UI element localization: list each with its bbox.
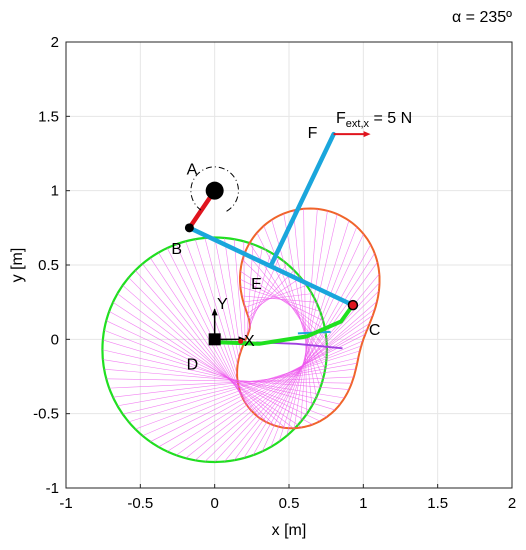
envelope-line: [102, 339, 336, 411]
point-label-d: D: [187, 356, 199, 373]
envelope-line: [102, 359, 345, 399]
tick-labels: -1 -0.5 0 0.5 1 1.5 2 -1 -0.5 0 0.5 1 1.5 2: [33, 34, 516, 512]
envelope-line: [233, 239, 244, 346]
frame-y-label: Y: [217, 296, 228, 313]
angle-label: α = 235º: [452, 9, 512, 26]
envelope-line: [142, 263, 260, 419]
joint-b: [184, 223, 194, 233]
lower-link: [217, 303, 355, 346]
x-tick-label: 2: [508, 495, 516, 512]
envelope-line: [194, 301, 378, 461]
envelope-line: [293, 210, 313, 406]
x-tick-label: 0: [210, 495, 218, 512]
point-label-f: F: [308, 125, 318, 142]
envelope-line: [244, 285, 307, 308]
y-tick-label: 0: [51, 331, 59, 348]
point-labels: A B C D E F: [171, 125, 380, 373]
envelope-line: [270, 226, 358, 448]
x-tick-label: 0.5: [279, 495, 300, 512]
x-tick-label: 1: [359, 495, 367, 512]
envelope-line: [243, 293, 312, 303]
envelope-line: [256, 232, 326, 370]
point-label-c: C: [369, 322, 381, 339]
point-label-b: B: [171, 241, 182, 258]
envelope-line: [300, 208, 318, 422]
ground-pivot-a: [205, 181, 224, 200]
x-tick-label: -0.5: [127, 495, 153, 512]
envelope-line: [261, 233, 364, 452]
envelope-line: [128, 277, 275, 426]
joint-c: [347, 299, 359, 311]
envelope-line: [286, 214, 338, 436]
envelope-line: [185, 308, 376, 459]
envelope-line: [167, 323, 370, 452]
envelope-line: [247, 277, 301, 314]
force-label: Fext,x = 5 N: [336, 110, 412, 130]
envelope-line: [117, 362, 358, 407]
envelope-line: [303, 208, 307, 415]
envelope-line: [104, 329, 328, 418]
envelope-line: [102, 349, 341, 405]
envelope-line: [204, 290, 380, 462]
y-tick-label: -0.5: [33, 406, 59, 423]
envelope-line: [142, 340, 363, 436]
mechanism: [184, 131, 371, 346]
envelope-line: [104, 368, 350, 390]
x-tick-label: 1.5: [427, 495, 448, 512]
envelope-line: [214, 237, 240, 359]
link-ef: [268, 131, 336, 268]
envelope-line: [158, 328, 368, 448]
x-axis-label: x [m]: [272, 522, 307, 539]
envelope-line: [122, 357, 359, 415]
force-arrowhead: [363, 131, 371, 138]
y-tick-label: 1: [51, 183, 59, 200]
envelope-line: [224, 237, 241, 353]
frame-x-label: X: [244, 333, 255, 350]
envelope-line: [128, 350, 361, 423]
force-label-value: = 5 N: [369, 110, 412, 127]
envelope-line: [117, 293, 294, 429]
envelope-line: [106, 378, 352, 384]
envelope-line: [214, 282, 380, 463]
rotation-arc: [190, 166, 239, 212]
envelope-line: [263, 225, 324, 379]
envelope-line: [150, 333, 366, 442]
envelope-line: [166, 247, 243, 398]
x-tick-label: -1: [59, 495, 72, 512]
frame-marker: [238, 338, 244, 344]
envelope-line: [112, 302, 302, 428]
point-label-a: A: [187, 162, 198, 179]
envelope-line: [135, 345, 362, 430]
y-axis-label: y [m]: [9, 248, 26, 283]
envelope-line: [293, 210, 328, 430]
envelope-line: [135, 270, 267, 423]
frame-y-arrowhead: [211, 308, 218, 316]
envelope-line: [283, 213, 317, 398]
axes-box: [65, 41, 513, 489]
point-label-e: E: [251, 276, 262, 293]
envelope-line: [248, 270, 295, 318]
envelope-line: [176, 244, 240, 389]
envelope-line: [194, 239, 238, 374]
y-tick-label: 2: [51, 34, 59, 51]
envelope-line: [112, 368, 356, 398]
envelope-line: [185, 241, 238, 382]
force-label-sub: ext,x: [346, 118, 370, 130]
envelope-line: [242, 259, 327, 341]
envelope-line: [109, 311, 313, 425]
envelope-line: [122, 285, 286, 429]
y-tick-label: 1.5: [38, 108, 59, 125]
envelope-line: [243, 241, 246, 342]
force-label-main: F: [336, 110, 346, 127]
y-tick-label: 0.5: [38, 257, 59, 274]
envelope-line: [176, 314, 374, 456]
y-tick-label: -1: [46, 480, 59, 497]
